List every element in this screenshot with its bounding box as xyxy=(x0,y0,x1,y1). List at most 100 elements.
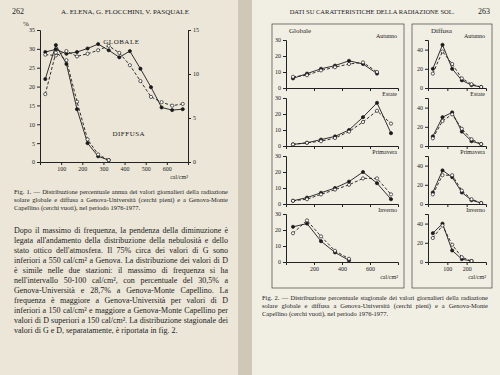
tick-mark xyxy=(61,162,62,165)
chart: 0102030 xyxy=(275,37,399,91)
tick-mark xyxy=(82,162,83,165)
marker xyxy=(451,67,454,70)
tick-label: 0 xyxy=(32,159,35,165)
marker xyxy=(118,56,121,59)
marker xyxy=(361,120,364,123)
tick: 10 xyxy=(275,69,286,75)
tick-mark xyxy=(467,88,468,91)
marker xyxy=(389,132,392,135)
tick-mark xyxy=(283,88,286,89)
tick: 400 xyxy=(338,262,347,272)
tick-mark xyxy=(37,30,40,31)
tick-mark xyxy=(447,262,448,265)
marker xyxy=(375,182,378,185)
marker xyxy=(319,140,322,143)
tick-label: 30 xyxy=(275,211,281,217)
tick-label: 0 xyxy=(278,143,281,149)
tick-mark xyxy=(283,214,286,215)
marker xyxy=(375,109,378,112)
tick: 40 xyxy=(417,47,428,53)
marker xyxy=(149,95,152,98)
marker xyxy=(54,51,57,54)
tick-mark xyxy=(103,162,104,165)
marker xyxy=(160,106,163,109)
tick: 20 xyxy=(417,240,428,246)
marker xyxy=(347,183,350,186)
marker xyxy=(480,142,483,145)
gutter xyxy=(238,0,252,375)
tick-mark xyxy=(314,88,315,91)
marker xyxy=(65,59,68,62)
series-line xyxy=(433,52,481,88)
axis-line xyxy=(283,157,287,205)
tick: 20 xyxy=(275,111,286,117)
tick-mark xyxy=(447,204,448,207)
marker xyxy=(460,189,463,192)
tick-label: 35 xyxy=(29,27,35,33)
tick-label: 0 xyxy=(420,201,423,207)
y-axis: 02040 xyxy=(417,99,429,150)
marker xyxy=(333,136,336,139)
marker xyxy=(460,127,463,130)
plot-area xyxy=(291,101,392,146)
marker xyxy=(291,75,294,78)
tick-label: 400 xyxy=(338,266,347,272)
tick-label: 30 xyxy=(275,95,281,101)
tick-mark xyxy=(370,146,371,149)
marker xyxy=(441,50,444,53)
tick: 10 xyxy=(188,71,199,77)
annotation: GLOBALE xyxy=(103,38,139,46)
series-line xyxy=(433,45,481,87)
tick-mark xyxy=(425,224,428,225)
chart: 2004006000102030 xyxy=(275,211,399,272)
tick: 40 xyxy=(417,163,428,169)
marker xyxy=(480,85,483,88)
marker xyxy=(291,199,294,202)
marker xyxy=(347,257,350,260)
series-line xyxy=(433,112,481,144)
tick-mark xyxy=(283,40,286,41)
plot-area xyxy=(291,59,378,80)
series-line xyxy=(293,224,349,261)
marker xyxy=(347,62,350,65)
tick: 15 xyxy=(29,103,40,109)
tick-label: 40 xyxy=(417,221,423,227)
tick-mark xyxy=(342,146,343,149)
plot-area xyxy=(44,42,185,161)
tick-label: 20 xyxy=(417,66,423,72)
tick xyxy=(370,88,371,91)
marker xyxy=(480,85,483,88)
marker xyxy=(305,198,308,201)
marker xyxy=(361,170,364,173)
tick-mark xyxy=(342,204,343,207)
marker xyxy=(361,177,364,180)
series-line xyxy=(293,172,391,201)
axis-line xyxy=(425,215,429,263)
marker xyxy=(389,193,392,196)
marker xyxy=(97,49,100,52)
y-axis: 02040 xyxy=(417,215,429,266)
tick: 40 xyxy=(417,105,428,111)
tick: 25 xyxy=(29,65,40,71)
tick-mark xyxy=(283,188,286,189)
marker xyxy=(441,174,444,177)
tick-mark xyxy=(283,72,286,73)
marker xyxy=(361,61,364,64)
tick-mark xyxy=(314,262,315,265)
tick-mark xyxy=(125,162,126,165)
chart: 02040 xyxy=(417,41,487,92)
page-number: 263 xyxy=(478,7,490,16)
series-line xyxy=(293,111,391,145)
figure-caption: Fig. 2. — Distribuzione percentuale stag… xyxy=(262,294,488,318)
axis-line xyxy=(37,31,41,163)
tick-mark xyxy=(425,88,428,89)
x-axis: 100200 xyxy=(429,262,487,272)
tick xyxy=(314,88,315,91)
tick-label: 30 xyxy=(275,153,281,159)
y-axis: 0102030 xyxy=(275,211,287,265)
series-line xyxy=(45,45,108,160)
tick-label: 0 xyxy=(278,201,281,207)
tick: 0 xyxy=(278,143,286,149)
tick-label: 15 xyxy=(193,27,199,33)
marker xyxy=(75,55,78,58)
